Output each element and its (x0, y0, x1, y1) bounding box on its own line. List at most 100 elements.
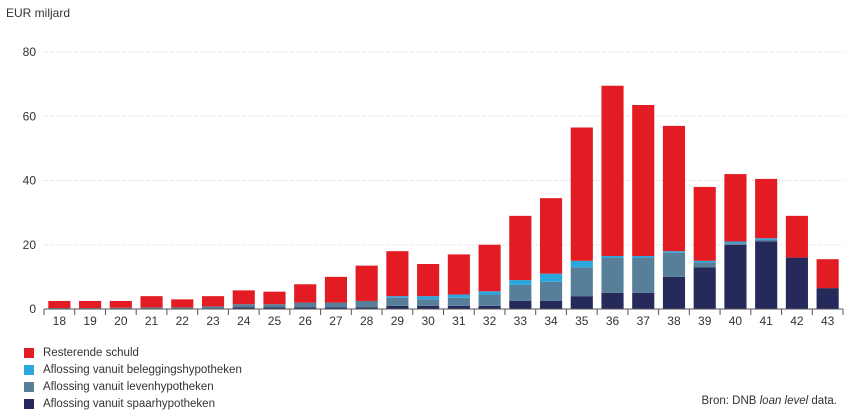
bar-segment (601, 85, 624, 256)
y-axis-unit-label: EUR miljard (6, 6, 71, 20)
bar-segment (816, 288, 839, 309)
bar-segment (693, 186, 716, 261)
bar-segment (632, 292, 655, 309)
legend-label: Aflossing vanuit levenhypotheken (43, 380, 214, 393)
bar-segment (294, 302, 317, 308)
bar-segment (724, 244, 747, 309)
bar-segment (693, 267, 716, 309)
bar-segment (509, 300, 532, 309)
y-tick-label: 0 (29, 302, 36, 316)
legend-item: Aflossing vanuit spaarhypotheken (24, 395, 242, 412)
bar-segment (785, 257, 808, 309)
x-tick-label: 34 (544, 314, 558, 328)
bar-segment (570, 267, 593, 297)
bar-segment (478, 294, 501, 306)
bar-segment (109, 307, 132, 309)
y-tick-label: 60 (23, 109, 37, 123)
bar-segment (417, 299, 440, 306)
bar-segment (232, 304, 255, 308)
x-tick-label: 43 (821, 314, 835, 328)
bar-segment (755, 241, 778, 309)
bar-segment (417, 264, 440, 297)
bar-segment (355, 300, 378, 308)
bar-segment (539, 281, 563, 301)
stacked-bar-chart: 0 20 40 60 80 18 19 20 21 22 23 24 25 26 27 28 29 30 31 32 3… (23, 45, 844, 328)
bar-segment (539, 273, 563, 282)
x-tick-label: 18 (53, 314, 67, 328)
x-tick-label: 20 (114, 314, 128, 328)
bar-segment (755, 178, 778, 239)
bar-segment (478, 244, 501, 292)
bar-segment (48, 300, 71, 309)
bar-segment (601, 255, 624, 258)
x-tick-label: 23 (206, 314, 220, 328)
x-tick-label: 31 (452, 314, 466, 328)
bar-segment (201, 306, 225, 309)
legend-label: Resterende schuld (43, 346, 139, 359)
bar-segment (601, 257, 624, 293)
bar-segment (570, 296, 593, 309)
bar-segment (140, 307, 163, 309)
bar-segment (693, 260, 716, 263)
y-tick-label: 80 (23, 45, 37, 59)
x-tick-label: 22 (176, 314, 190, 328)
bar-segment (662, 251, 686, 253)
bar-segment (417, 305, 440, 309)
x-tick-label: 36 (606, 314, 620, 328)
legend-label: Aflossing vanuit beleggingshypotheken (43, 363, 242, 376)
x-tick-label: 30 (421, 314, 435, 328)
bar-segment (171, 307, 194, 309)
legend-swatch (24, 398, 34, 409)
y-tick-label: 20 (23, 238, 37, 252)
bar-segment (324, 307, 348, 309)
bar-segment (478, 291, 501, 295)
bar-segment (509, 280, 532, 285)
legend-label: Aflossing vanuit spaarhypotheken (43, 397, 215, 410)
bar-segment (263, 291, 286, 305)
bar-segment (417, 296, 440, 300)
source-italic: loan level (759, 395, 809, 407)
x-tick-label: 28 (360, 314, 374, 328)
bar-segment (232, 307, 255, 309)
bar-segment (232, 290, 255, 305)
bar-segment (632, 257, 655, 293)
x-tick-label: 37 (637, 314, 651, 328)
x-tick-label: 38 (667, 314, 681, 328)
bar-segment (601, 292, 624, 309)
bar-segment (724, 241, 747, 244)
bar-segment (724, 174, 747, 242)
x-tick-label: 35 (575, 314, 589, 328)
bar-segment (570, 127, 593, 261)
bar-segment (693, 262, 716, 268)
bar-segment (662, 125, 686, 252)
bar-segment (755, 239, 778, 242)
source-suffix: data. (808, 395, 837, 407)
bar-segment (447, 305, 470, 309)
bar-segment (570, 260, 593, 268)
bar-segment (632, 105, 655, 256)
x-tick-label: 27 (329, 314, 343, 328)
bar-segment (324, 302, 348, 308)
x-tick-label: 26 (299, 314, 313, 328)
source-note: Bron: DNB loan level data. (701, 395, 837, 407)
bar-segment (386, 297, 409, 306)
bar-segment (355, 265, 378, 301)
bar-segment (724, 243, 747, 245)
bar-segment (816, 259, 839, 289)
legend-swatch (24, 381, 34, 392)
bar-segment (386, 251, 409, 297)
x-tick-label: 24 (237, 314, 251, 328)
x-tick-label: 25 (268, 314, 282, 328)
x-tick-label: 32 (483, 314, 497, 328)
bar-segment (263, 304, 286, 308)
bar-segment (632, 255, 655, 258)
bar-segment (509, 215, 532, 281)
bar-segment (79, 300, 102, 309)
legend: Resterende schuld Aflossing vanuit belegg… (24, 344, 242, 412)
legend-item: Aflossing vanuit beleggingshypotheken (24, 361, 242, 378)
bar-segment (140, 296, 163, 308)
bar-segment (662, 276, 686, 309)
bar-segment (324, 276, 348, 303)
bar-segment (509, 284, 532, 301)
bar-segment (201, 296, 225, 307)
